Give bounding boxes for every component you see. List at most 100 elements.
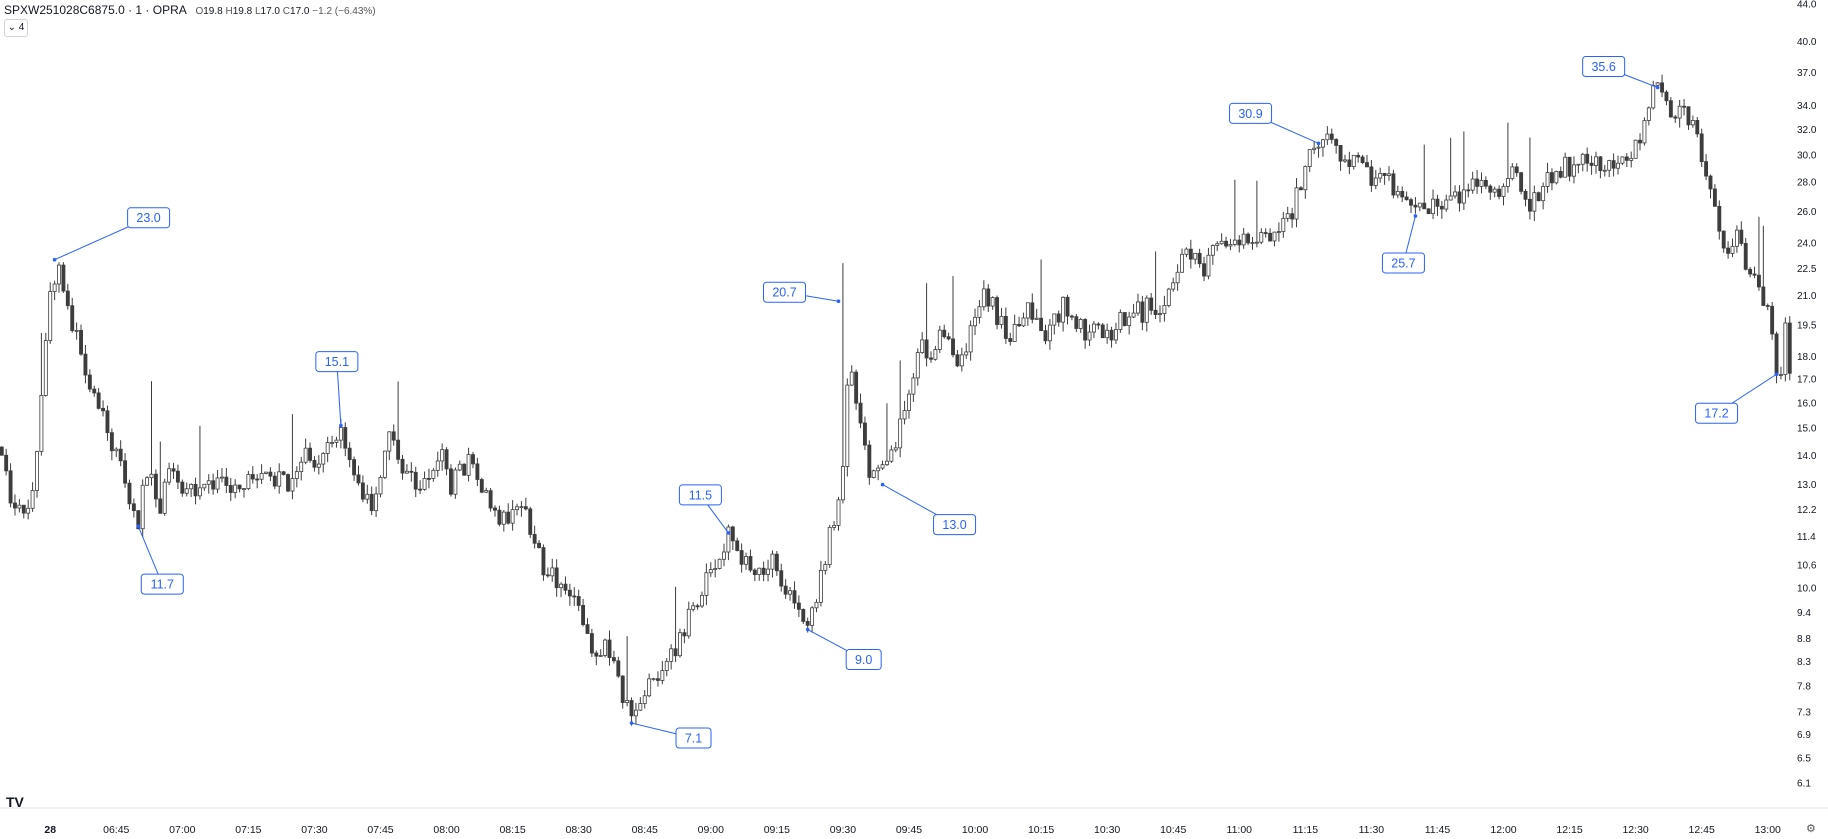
candle-body <box>1400 190 1405 198</box>
candle-body <box>1175 271 1180 284</box>
candle-body <box>880 464 885 469</box>
candle-body <box>145 477 150 486</box>
candle-body <box>1779 374 1783 377</box>
candle-body <box>1140 301 1145 323</box>
annotation-leader <box>336 361 342 426</box>
candle-body <box>1276 231 1281 233</box>
candle-body <box>832 524 837 528</box>
candle-body <box>1704 161 1709 177</box>
candle-body <box>308 447 312 461</box>
candle-body <box>127 482 132 505</box>
candle-body <box>968 325 973 353</box>
candle-body <box>814 601 819 609</box>
candle-body <box>1025 302 1030 319</box>
candle-body <box>849 371 854 386</box>
candle-body <box>180 481 185 494</box>
y-tick-label: 8.8 <box>1797 634 1811 645</box>
annotation-anchor <box>339 423 343 428</box>
candle-body <box>1136 301 1140 314</box>
candle-body <box>387 431 392 452</box>
symbol-title[interactable]: SPXW251028C6875.0 · 1 · OPRA <box>4 3 187 17</box>
candle-body <box>1708 175 1713 190</box>
candle-body <box>805 621 810 626</box>
candle-body <box>1127 316 1132 327</box>
candle-body <box>523 506 528 510</box>
candle-body <box>691 605 696 610</box>
candle-body <box>167 468 172 483</box>
candle-body <box>87 374 92 390</box>
candle-body <box>1188 248 1193 260</box>
y-tick-label: 15.0 <box>1797 424 1817 435</box>
candle-body <box>189 483 194 490</box>
candle-body <box>1541 186 1546 202</box>
candle-body <box>537 542 541 549</box>
candle-body <box>1153 309 1158 315</box>
candle-body <box>1003 315 1008 339</box>
candle-body <box>211 480 216 490</box>
candle-body <box>964 351 969 356</box>
candle-body <box>1470 178 1475 191</box>
candle-body <box>1677 105 1682 119</box>
candle-body <box>1461 189 1466 204</box>
candle-body <box>708 569 713 574</box>
candle-body <box>1453 191 1458 197</box>
candle-body <box>1607 160 1612 171</box>
candle-body <box>1514 166 1519 174</box>
candle-body <box>1378 172 1383 179</box>
candle-body <box>431 469 436 479</box>
candle-body <box>131 503 136 512</box>
candle-body <box>1594 156 1598 166</box>
y-tick-label: 19.5 <box>1797 320 1817 331</box>
candle-body <box>682 632 687 637</box>
annotation-box <box>1695 402 1739 424</box>
annotation-anchor <box>805 627 810 632</box>
y-tick-label: 10.6 <box>1797 561 1817 572</box>
x-tick-label: 08:30 <box>566 824 592 836</box>
x-tick-label: 07:45 <box>367 824 393 836</box>
x-tick-label: 10:15 <box>1028 824 1054 836</box>
candle-body <box>1761 286 1766 306</box>
candle-body <box>1021 317 1026 327</box>
candle-body <box>374 493 379 512</box>
candle-body <box>1105 329 1110 339</box>
candle-body <box>1369 166 1374 186</box>
candle-body <box>400 458 405 474</box>
candle-body <box>83 353 88 376</box>
candle-body <box>246 474 251 490</box>
x-tick-label: 12:45 <box>1689 824 1715 836</box>
y-tick-label: 9.4 <box>1797 608 1811 619</box>
candle-body <box>1439 205 1444 210</box>
candle-body <box>1497 188 1502 197</box>
candle-body <box>1180 253 1184 273</box>
candle-body <box>290 478 295 492</box>
candle-body <box>1664 91 1669 102</box>
candle-body <box>484 490 489 493</box>
candle-body <box>202 483 207 489</box>
candle-body <box>1184 248 1189 255</box>
candle-body <box>739 550 744 565</box>
settings-gear-icon[interactable]: ⚙ <box>1806 823 1816 835</box>
candle-body <box>1422 202 1427 210</box>
candle-body <box>488 490 493 509</box>
candle-body <box>722 551 726 560</box>
candle-body <box>713 568 718 570</box>
candle-body <box>264 471 268 474</box>
indicator-toggle-button[interactable]: ⌄ 4 <box>4 19 28 37</box>
candle-body <box>796 602 801 610</box>
candle-body <box>475 463 480 480</box>
candle-body <box>673 648 678 657</box>
candle-body <box>1100 324 1105 339</box>
x-tick-label: 08:45 <box>632 824 658 836</box>
candle-body <box>153 473 158 500</box>
candle-body <box>801 608 806 622</box>
candle-body <box>1739 229 1744 244</box>
candle-body <box>1215 243 1220 246</box>
candle-body <box>1298 187 1303 191</box>
candle-body <box>101 407 105 412</box>
candle-body <box>1660 82 1664 93</box>
candle-body <box>1387 173 1391 176</box>
candle-body <box>867 444 872 478</box>
candle-body <box>1598 156 1603 172</box>
candle-body <box>554 567 559 589</box>
